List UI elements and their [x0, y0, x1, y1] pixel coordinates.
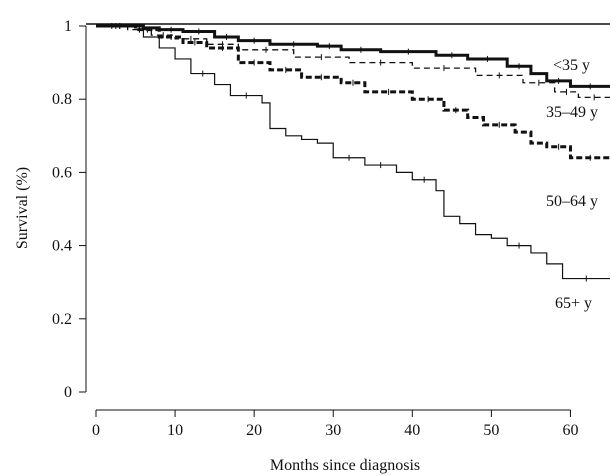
x-tick-label: 60	[562, 422, 578, 439]
series-label-35-49: 35–49 y	[546, 104, 598, 121]
y-axis-title: Survival (%)	[14, 167, 31, 249]
x-tick-label: 50	[483, 422, 499, 439]
series-line-under-35	[96, 24, 610, 88]
y-tick-label: 0.4	[52, 238, 72, 255]
y-tick-label: 0.8	[52, 91, 72, 108]
series-line-65-plus	[96, 25, 610, 280]
x-tick-label: 0	[92, 422, 100, 439]
x-tick-label: 30	[325, 422, 341, 439]
y-tick-label: 0.2	[52, 311, 72, 328]
series-line-50-64	[96, 24, 610, 160]
y-tick-label: 1	[64, 18, 72, 35]
x-tick-label: 10	[167, 422, 183, 439]
x-tick-label: 20	[246, 422, 262, 439]
series-line-35-49	[96, 25, 610, 99]
plot-area: <35 y 35–49 y 50–64 y 65+ y	[96, 23, 610, 312]
x-tick-label: 40	[404, 422, 420, 439]
axes: 0 10 20 30 40 50 60 0 0.2 0.4 0.6 0.8 1	[52, 18, 610, 439]
y-tick-label: 0	[64, 384, 72, 401]
x-axis-title: Months since diagnosis	[270, 457, 420, 474]
series-label-65-plus: 65+ y	[555, 295, 592, 312]
series-label-under-35: <35 y	[553, 57, 590, 74]
series-label-50-64: 50–64 y	[546, 193, 598, 210]
y-tick-label: 0.6	[52, 164, 72, 181]
